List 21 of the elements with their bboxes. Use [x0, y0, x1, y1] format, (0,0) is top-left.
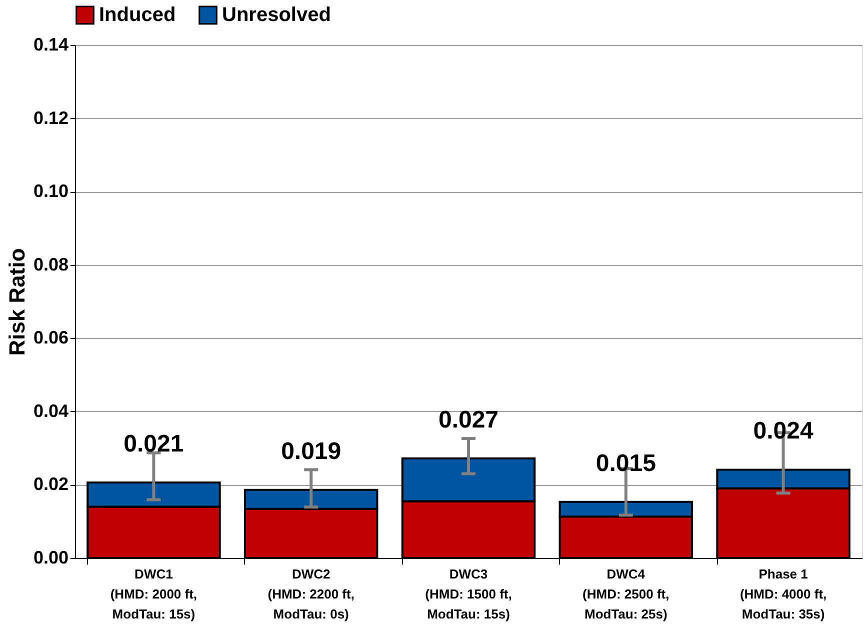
y-axis-title: Risk Ratio	[4, 248, 30, 356]
total-label: 0.021	[124, 430, 184, 458]
legend-label: Unresolved	[222, 4, 331, 26]
y-tick-label: 0.14	[33, 34, 68, 54]
legend-label: Induced	[99, 4, 176, 26]
y-tick-label: 0.04	[33, 400, 68, 421]
x-tick-label: DWC1 (HMD: 2000 ft, ModTau: 15s)	[110, 566, 198, 622]
x-tick-label: Phase 1 (HMD: 4000 ft, ModTau: 35s)	[740, 566, 827, 622]
y-tick-label: 0.12	[33, 108, 68, 128]
x-tick-label: DWC3 (HMD: 1500 ft, ModTau: 15s)	[425, 566, 512, 622]
y-tick-label: 0.02	[33, 474, 68, 494]
y-tick-label: 0.06	[33, 328, 68, 348]
x-tick-label: DWC2 (HMD: 2200 ft, ModTau: 0s)	[268, 566, 354, 622]
total-label: 0.015	[596, 450, 656, 477]
y-tick-label: 0.08	[33, 254, 68, 274]
y-tick-label: 0.00	[33, 548, 68, 568]
x-tick-label: DWC4 (HMD: 2500 ft, ModTau: 25s)	[582, 566, 670, 622]
total-label: 0.027	[438, 406, 499, 434]
y-tick-label: 0.10	[33, 181, 68, 202]
total-label: 0.024	[753, 418, 814, 445]
total-label: 0.019	[281, 438, 342, 465]
